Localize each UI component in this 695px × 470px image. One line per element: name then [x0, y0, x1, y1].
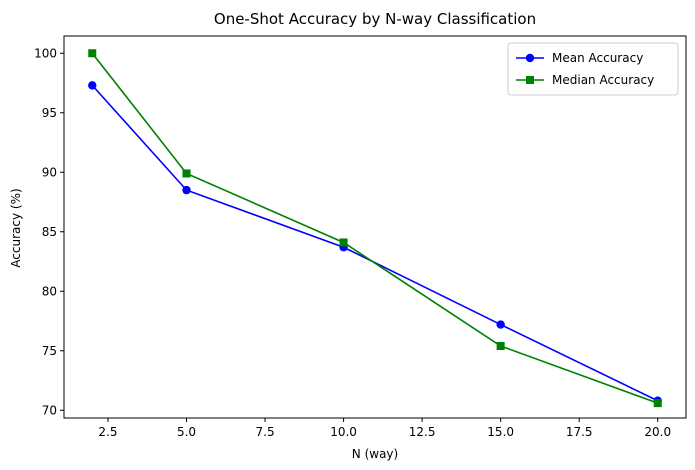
plot-area: [63, 35, 687, 419]
legend-box: [507, 42, 679, 96]
axis-ticks: 2.5 5.0 7.5 10.0 12.5 15.0 17.5 20.0 70 75 80 85 90 9…: [34, 46, 671, 439]
data-point-median-accuracy: [88, 49, 97, 58]
x-tick-label: 5.0: [177, 425, 196, 439]
x-tick-label: 7.5: [256, 425, 275, 439]
x-tick-label: 10.0: [330, 425, 357, 439]
y-tick-label: 85: [42, 225, 57, 239]
x-tick-label: 20.0: [644, 425, 671, 439]
legend-marker-median-accuracy: [526, 76, 534, 84]
plot-frame: [63, 35, 687, 419]
x-tick-label: 15.0: [487, 425, 514, 439]
data-point-mean-accuracy: [182, 185, 191, 195]
y-tick-label: 100: [34, 46, 57, 60]
x-tick-label: 2.5: [98, 425, 117, 439]
y-tick-label: 95: [42, 106, 57, 120]
data-point-mean-accuracy: [88, 81, 97, 90]
y-tick-label: 70: [42, 403, 57, 417]
legend-label-mean-accuracy: Mean Accuracy: [552, 51, 643, 65]
x-axis-label: N (way): [352, 447, 398, 461]
y-axis-label: Accuracy (%): [9, 188, 23, 267]
y-tick-label: 90: [42, 165, 57, 179]
data-point-median-accuracy: [339, 238, 348, 247]
x-tick-label: 17.5: [566, 425, 593, 439]
x-tick-label: 12.5: [409, 425, 436, 439]
data-point-median-accuracy: [496, 342, 505, 351]
legend: Mean Accuracy Median Accuracy: [507, 42, 679, 96]
series-line-median-accuracy: [91, 52, 659, 404]
data-point-mean-accuracy: [496, 320, 505, 329]
y-tick-label: 80: [42, 284, 57, 298]
data-point-median-accuracy: [182, 169, 191, 178]
legend-marker-mean-accuracy: [525, 53, 535, 63]
data-point-median-accuracy: [653, 399, 662, 408]
y-tick-label: 75: [42, 344, 57, 358]
series-layer: [88, 49, 662, 408]
legend-label-median-accuracy: Median Accuracy: [552, 73, 654, 87]
chart-title: One-Shot Accuracy by N-way Classificatio…: [214, 10, 536, 28]
series-line-mean-accuracy: [91, 84, 659, 402]
